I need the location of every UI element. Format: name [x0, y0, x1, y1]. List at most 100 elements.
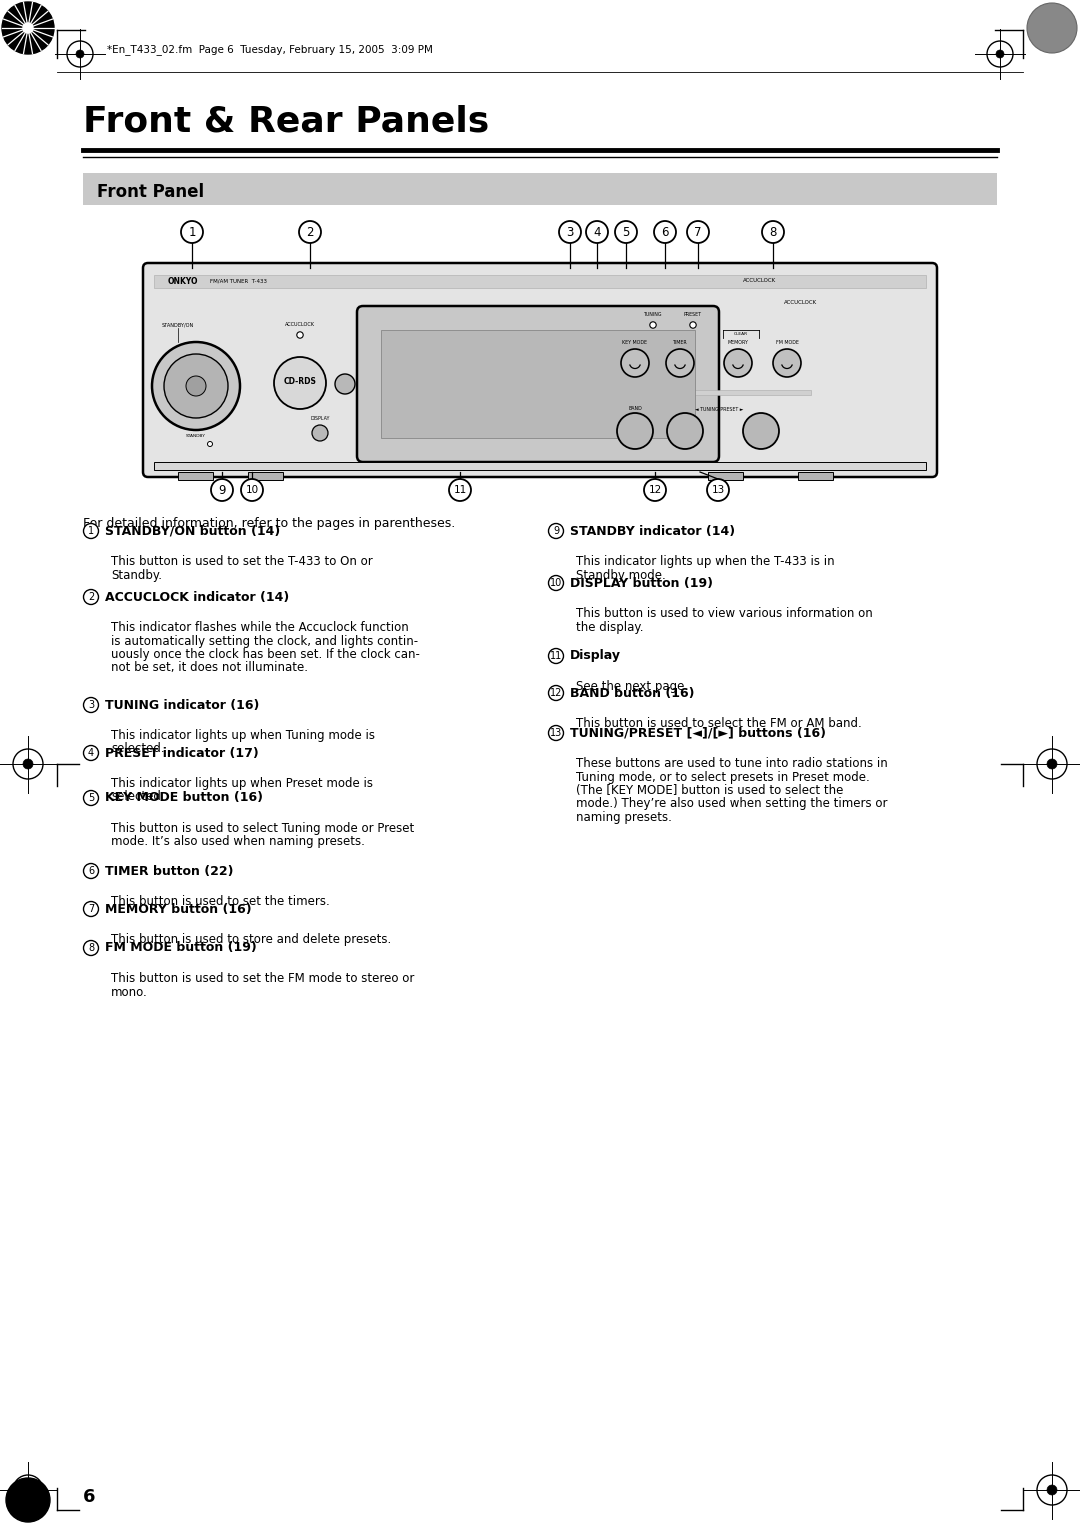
Text: KEY MODE: KEY MODE — [622, 339, 648, 344]
Circle shape — [23, 1485, 33, 1494]
Circle shape — [549, 524, 564, 538]
Text: TIMER button (22): TIMER button (22) — [105, 865, 233, 877]
Text: 10: 10 — [550, 578, 562, 588]
Text: 8: 8 — [769, 226, 777, 238]
Text: 13: 13 — [550, 727, 562, 738]
Circle shape — [83, 863, 98, 879]
Text: This button is used to select the FM or AM band.: This button is used to select the FM or … — [576, 717, 862, 730]
Text: Front & Rear Panels: Front & Rear Panels — [83, 105, 489, 139]
FancyBboxPatch shape — [248, 472, 283, 480]
Text: Display: Display — [570, 649, 621, 663]
Text: This indicator flashes while the Accuclock function: This indicator flashes while the Accuclo… — [111, 620, 408, 634]
Text: 10: 10 — [245, 484, 258, 495]
Text: 3: 3 — [566, 226, 573, 238]
Text: (The [KEY MODE] button is used to select the: (The [KEY MODE] button is used to select… — [576, 784, 843, 798]
Circle shape — [335, 374, 355, 394]
Text: This button is used to set the T-433 to On or: This button is used to set the T-433 to … — [111, 555, 373, 568]
Text: *En_T433_02.fm  Page 6  Tuesday, February 15, 2005  3:09 PM: *En_T433_02.fm Page 6 Tuesday, February … — [107, 44, 433, 55]
Circle shape — [724, 348, 752, 377]
Text: not be set, it does not illuminate.: not be set, it does not illuminate. — [111, 662, 308, 674]
FancyBboxPatch shape — [616, 390, 811, 396]
Circle shape — [586, 222, 608, 243]
Text: Standby mode.: Standby mode. — [576, 568, 665, 582]
Text: These buttons are used to tune into radio stations in: These buttons are used to tune into radi… — [576, 756, 888, 770]
FancyBboxPatch shape — [178, 472, 213, 480]
Text: This button is used to set the FM mode to stereo or: This button is used to set the FM mode t… — [111, 972, 415, 986]
Text: This indicator lights up when Tuning mode is: This indicator lights up when Tuning mod… — [111, 729, 375, 743]
Text: 9: 9 — [218, 483, 226, 497]
Text: ACCUCLOCK: ACCUCLOCK — [743, 278, 777, 284]
Text: 2: 2 — [307, 226, 314, 238]
Circle shape — [615, 222, 637, 243]
Circle shape — [83, 590, 98, 605]
Text: 1: 1 — [188, 226, 195, 238]
Circle shape — [312, 425, 328, 442]
Text: mode.) They’re also used when setting the timers or: mode.) They’re also used when setting th… — [576, 798, 888, 810]
Circle shape — [687, 222, 708, 243]
Circle shape — [617, 413, 653, 449]
Text: mode. It’s also used when naming presets.: mode. It’s also used when naming presets… — [111, 836, 365, 848]
Circle shape — [549, 726, 564, 741]
FancyBboxPatch shape — [381, 330, 696, 439]
Text: 11: 11 — [454, 484, 467, 495]
Text: MEMORY button (16): MEMORY button (16) — [105, 903, 252, 915]
Text: This indicator lights up when the T-433 is in: This indicator lights up when the T-433 … — [576, 555, 835, 568]
Text: mono.: mono. — [111, 986, 148, 998]
Text: 13: 13 — [712, 484, 725, 495]
Circle shape — [1047, 1485, 1057, 1494]
Circle shape — [690, 322, 697, 329]
Text: TIMER: TIMER — [673, 339, 687, 344]
Circle shape — [549, 648, 564, 663]
Text: ACCUCLOCK: ACCUCLOCK — [285, 321, 315, 327]
FancyBboxPatch shape — [798, 472, 833, 480]
Circle shape — [83, 524, 98, 538]
Text: Standby.: Standby. — [111, 568, 162, 582]
Text: 7: 7 — [694, 226, 702, 238]
Text: PRESET: PRESET — [684, 312, 702, 316]
Circle shape — [650, 322, 657, 329]
Text: CLEAR: CLEAR — [734, 332, 748, 336]
FancyBboxPatch shape — [708, 472, 743, 480]
Text: the display.: the display. — [576, 620, 644, 634]
Text: TUNING/PRESET [◄]/[►] buttons (16): TUNING/PRESET [◄]/[►] buttons (16) — [570, 726, 826, 740]
Text: is automatically setting the clock, and lights contin-: is automatically setting the clock, and … — [111, 634, 418, 648]
Circle shape — [549, 576, 564, 590]
Text: 6: 6 — [87, 866, 94, 876]
Text: Tuning mode, or to select presets in Preset mode.: Tuning mode, or to select presets in Pre… — [576, 770, 869, 784]
Text: DISPLAY: DISPLAY — [310, 417, 329, 422]
Circle shape — [667, 413, 703, 449]
Text: TUNING: TUNING — [644, 312, 662, 316]
Text: selected.: selected. — [111, 743, 164, 755]
Circle shape — [299, 222, 321, 243]
Text: This button is used to view various information on: This button is used to view various info… — [576, 607, 873, 620]
Text: STANDBY: STANDBY — [186, 434, 206, 439]
Text: 9: 9 — [553, 526, 559, 536]
Text: 12: 12 — [550, 688, 563, 698]
Text: selected.: selected. — [111, 790, 164, 804]
Text: Front Panel: Front Panel — [97, 183, 204, 202]
Circle shape — [83, 746, 98, 761]
Circle shape — [743, 413, 779, 449]
Circle shape — [83, 697, 98, 712]
Circle shape — [6, 1478, 50, 1522]
Text: 11: 11 — [550, 651, 562, 662]
Text: 4: 4 — [593, 226, 600, 238]
Text: STANDBY indicator (14): STANDBY indicator (14) — [570, 524, 735, 538]
FancyBboxPatch shape — [357, 306, 719, 461]
Text: TUNING indicator (16): TUNING indicator (16) — [105, 698, 259, 712]
Text: This button is used to store and delete presets.: This button is used to store and delete … — [111, 934, 391, 946]
Text: 12: 12 — [648, 484, 662, 495]
Circle shape — [83, 941, 98, 955]
Circle shape — [152, 342, 240, 429]
Text: DISPLAY button (19): DISPLAY button (19) — [570, 576, 713, 590]
Circle shape — [211, 478, 233, 501]
Text: This indicator lights up when Preset mode is: This indicator lights up when Preset mod… — [111, 778, 373, 790]
Circle shape — [274, 358, 326, 410]
Circle shape — [654, 222, 676, 243]
Circle shape — [76, 50, 84, 58]
Text: ONKYO: ONKYO — [168, 277, 199, 286]
Circle shape — [707, 478, 729, 501]
Text: 2: 2 — [87, 591, 94, 602]
Circle shape — [23, 23, 33, 34]
Text: uously once the clock has been set. If the clock can-: uously once the clock has been set. If t… — [111, 648, 420, 662]
